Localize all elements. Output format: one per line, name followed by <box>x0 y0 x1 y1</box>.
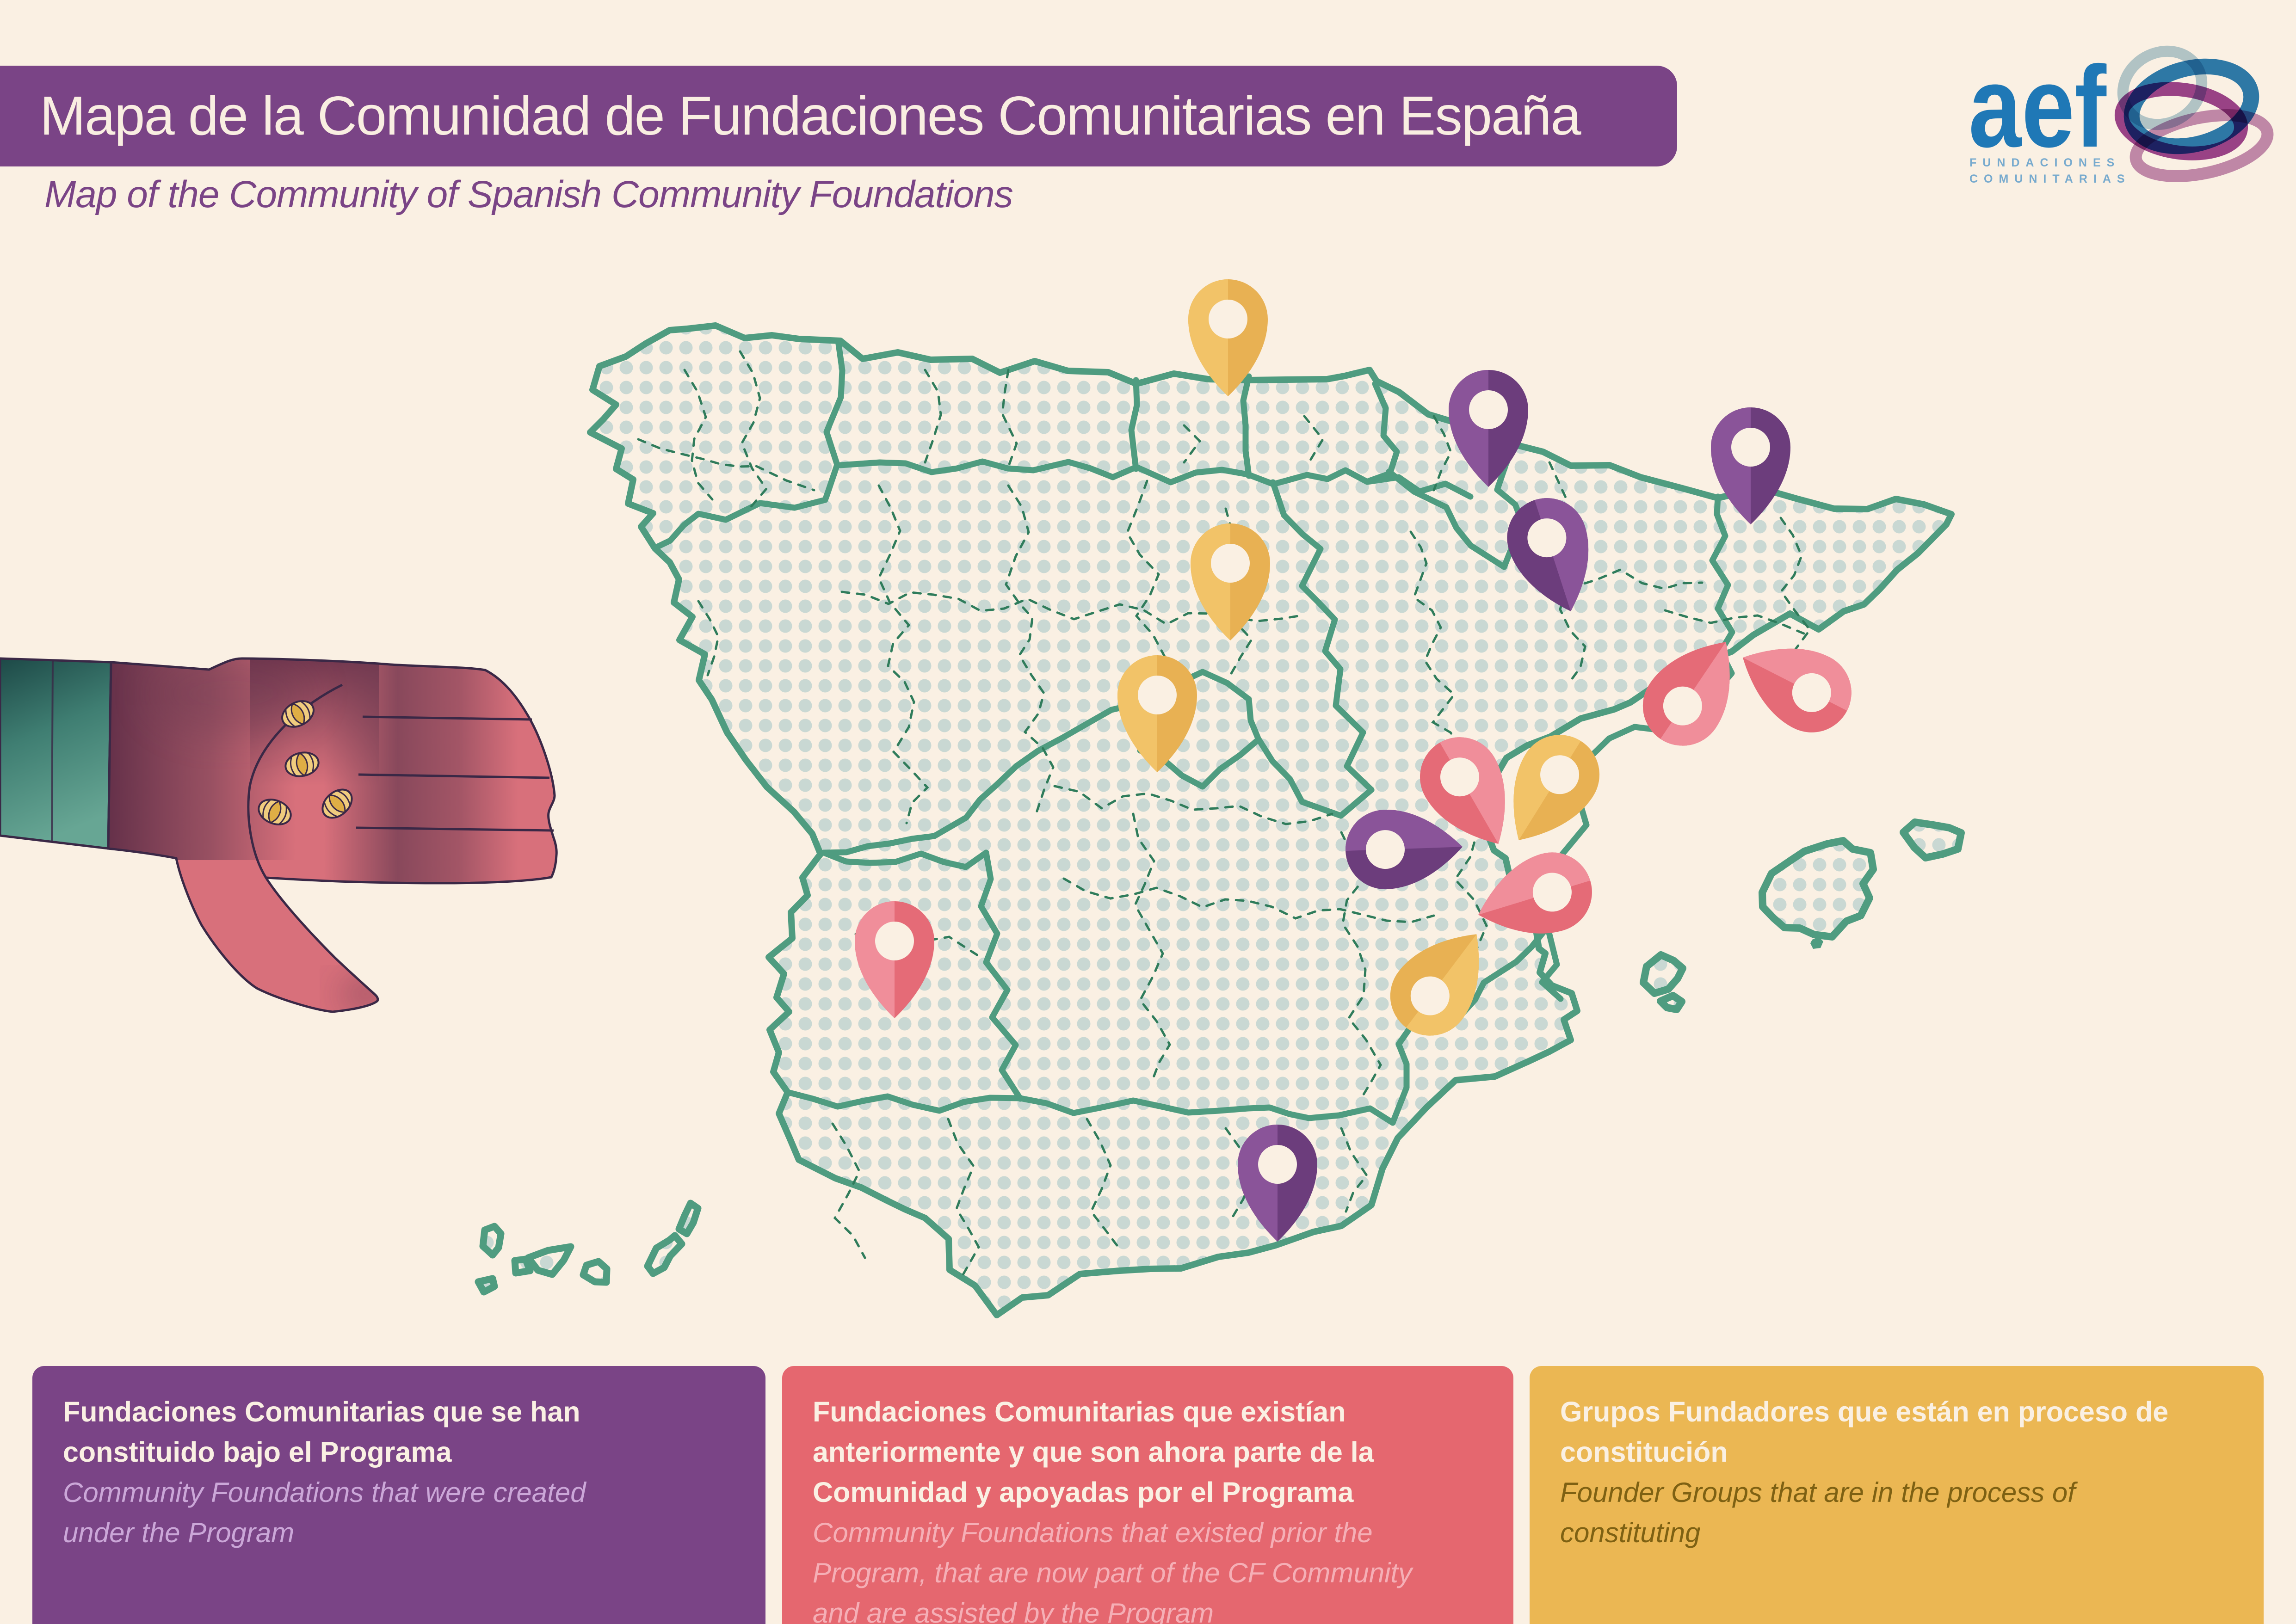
svg-text:COMUNITARIAS: COMUNITARIAS <box>1969 172 2131 185</box>
svg-text:FUNDACIONES: FUNDACIONES <box>1969 156 2120 169</box>
svg-text:aef: aef <box>1969 42 2107 171</box>
